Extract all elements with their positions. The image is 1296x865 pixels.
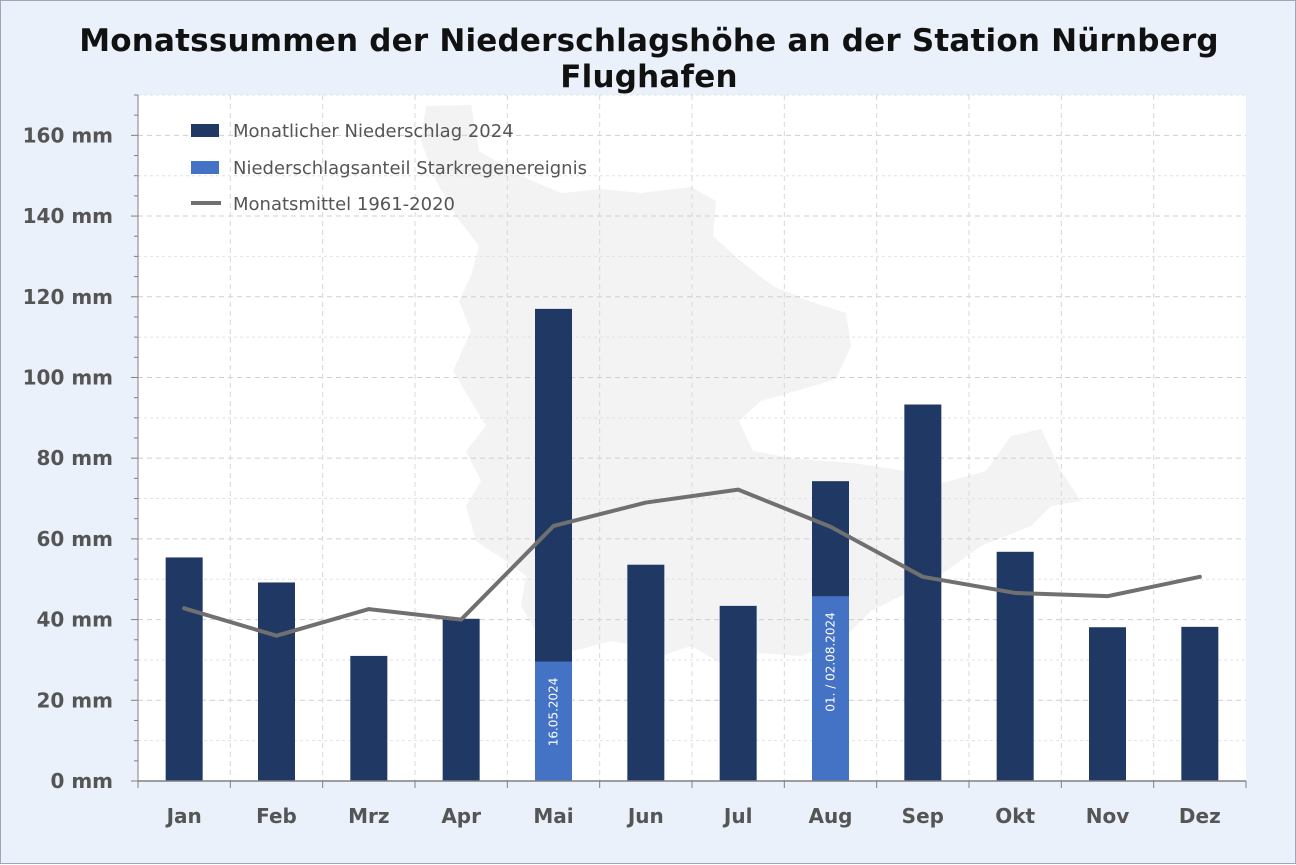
legend-label: Monatsmittel 1961-2020: [233, 194, 455, 215]
x-tick-label: Aug: [808, 804, 852, 828]
bar-sep: [904, 404, 942, 781]
mean-point: [829, 525, 832, 529]
bar-jul: [719, 605, 757, 781]
y-tick-label: 40 mm: [37, 608, 113, 632]
mean-point: [367, 607, 371, 611]
mean-point: [736, 488, 740, 492]
mean-point: [275, 634, 278, 638]
legend-swatch-bar: [191, 124, 219, 137]
bar-apr: [442, 618, 480, 781]
mean-point: [921, 575, 925, 579]
x-tick-label: Feb: [256, 804, 297, 828]
bar-dez: [1181, 626, 1219, 781]
x-tick-label: Okt: [995, 804, 1035, 828]
event-bar-aug: [812, 596, 849, 781]
y-tick-label: 140 mm: [23, 204, 113, 228]
bar-feb: [258, 582, 295, 781]
y-tick-label: 0 mm: [50, 769, 113, 793]
x-tick-label: Dez: [1179, 804, 1221, 828]
bar-jan: [165, 557, 203, 781]
mean-line: [182, 487, 1202, 638]
y-tick-label: 80 mm: [37, 446, 113, 470]
bar-nov: [1089, 627, 1126, 781]
mean-point: [1198, 575, 1202, 579]
bar-jun: [627, 564, 665, 781]
event-date-label: 01. / 02.08.2024: [824, 612, 838, 711]
y-tick-label: 100 mm: [23, 365, 113, 389]
x-tick-label: Nov: [1086, 804, 1130, 828]
legend-swatch-event: [191, 161, 219, 174]
x-tick-label: Sep: [902, 804, 944, 828]
x-tick-label: Mrz: [348, 804, 389, 828]
event-bar-mai: [535, 661, 572, 781]
x-tick-label: Jul: [722, 804, 753, 828]
legend-label: Monatlicher Niederschlag 2024: [233, 121, 514, 142]
bar-mrz: [350, 655, 388, 781]
chart-title: Monatssummen der Niederschlagshöhe an de…: [79, 23, 1219, 95]
mean-point: [644, 501, 648, 505]
mean-point: [182, 606, 186, 610]
y-tick-label: 160 mm: [23, 123, 113, 147]
mean-point: [1013, 591, 1017, 595]
mean-point: [459, 618, 463, 622]
x-tick-label: Jun: [626, 804, 664, 828]
mean-point: [552, 524, 555, 528]
x-tick-label: Mai: [533, 804, 573, 828]
mean-point: [1106, 594, 1109, 598]
event-date-label: 16.05.2024: [547, 678, 561, 747]
bar-okt: [996, 551, 1034, 781]
y-tick-label: 20 mm: [37, 688, 113, 712]
y-tick-label: 120 mm: [23, 285, 113, 309]
x-tick-label: Jan: [165, 804, 202, 828]
y-tick-label: 60 mm: [37, 527, 113, 551]
legend-label: Niederschlagsanteil Starkregenereignis: [233, 158, 587, 179]
x-tick-label: Apr: [441, 804, 481, 828]
